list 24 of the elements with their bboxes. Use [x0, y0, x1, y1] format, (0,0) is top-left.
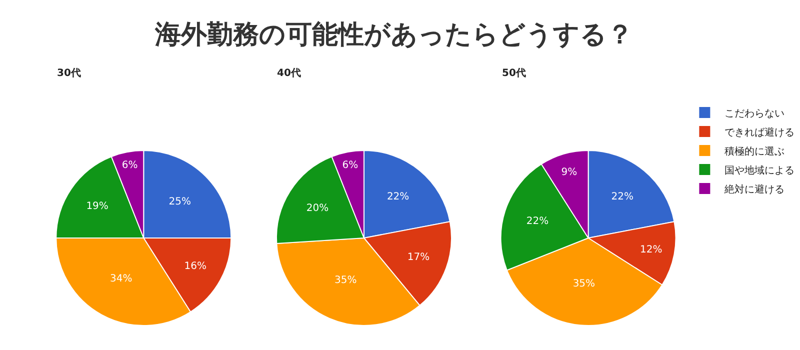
- data-label: 9%: [561, 166, 578, 178]
- legend-label: 積極的に選ぶ: [724, 145, 785, 158]
- chart-title: 海外勤務の可能性があったらどうする？: [154, 20, 633, 50]
- data-label: 34%: [110, 273, 132, 284]
- slice-label: 40代: [277, 67, 301, 79]
- data-label: 25%: [168, 196, 191, 208]
- data-label: 22%: [611, 191, 634, 202]
- legend-label: 絶対に避ける: [724, 183, 785, 196]
- data-label: 6%: [122, 160, 138, 172]
- data-label: 20%: [306, 202, 329, 214]
- legend-label: できれば避ける: [724, 126, 795, 138]
- data-label: 16%: [184, 260, 206, 272]
- slice-label: 30代: [57, 67, 81, 79]
- data-label: 6%: [342, 160, 358, 172]
- data-label: 19%: [86, 201, 108, 212]
- slice-label: 50代: [502, 67, 526, 79]
- data-label: 35%: [334, 274, 357, 286]
- data-label: 12%: [640, 244, 662, 256]
- legend-label: こだわらない: [724, 108, 785, 120]
- data-label: 22%: [386, 191, 410, 202]
- legend-label: 国や地域による: [724, 164, 795, 176]
- data-label: 35%: [572, 278, 596, 290]
- data-label: 22%: [526, 216, 549, 227]
- data-label: 17%: [407, 252, 430, 264]
